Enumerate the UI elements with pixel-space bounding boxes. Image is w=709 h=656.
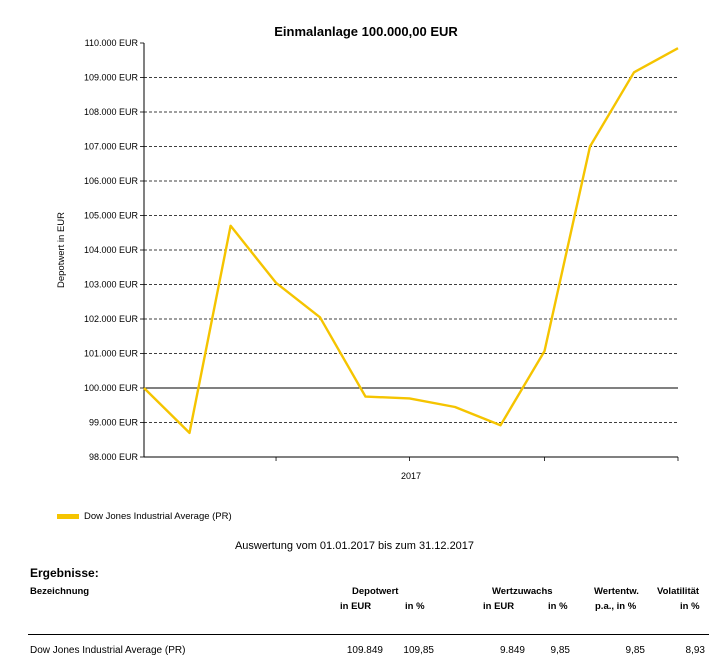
y-tick-label: 108.000 EUR: [84, 107, 139, 117]
col-header-wz-eur: in EUR: [483, 601, 515, 612]
row-wz-eur: 9.849: [499, 645, 525, 656]
col-header-depot-eur: in EUR: [340, 601, 372, 612]
evaluation-period: Auswertung vom 01.01.2017 bis zum 31.12.…: [234, 540, 475, 552]
y-tick-label: 100.000 EUR: [84, 383, 139, 393]
legend-label: Dow Jones Industrial Average (PR): [84, 511, 232, 522]
legend: Dow Jones Industrial Average (PR): [57, 511, 232, 522]
y-tick-label: 106.000 EUR: [84, 176, 139, 186]
series-layer: [143, 47, 679, 435]
col-header-wertzuwachs: Wertzuwachs: [492, 586, 553, 597]
row-vol: 8,93: [685, 645, 705, 656]
y-tick-label: 107.000 EUR: [84, 142, 139, 152]
row-depot-eur: 109.849: [346, 645, 383, 656]
y-tick-label: 101.000 EUR: [84, 349, 139, 359]
col-header-bezeichnung: Bezeichnung: [30, 586, 90, 597]
col-header-vol-sub: in %: [680, 601, 700, 612]
results-table: Bezeichnung Depotwert in EUR in % Wertzu…: [28, 586, 709, 656]
chart-title: Einmalanlage 100.000,00 EUR: [274, 24, 458, 39]
x-axis-ticks: 2017: [275, 457, 679, 481]
x-tick-label: 2017: [401, 471, 421, 481]
results-title: Ergebnisse:: [30, 566, 99, 580]
y-tick-label: 99.000 EUR: [89, 418, 139, 428]
col-header-depotwert: Depotwert: [352, 586, 399, 597]
line-chart: Einmalanlage 100.000,00 EUR 110.000 EUR1…: [56, 24, 679, 481]
row-depot-pct: 109,85: [403, 645, 434, 656]
y-tick-label: 110.000 EUR: [85, 38, 139, 48]
col-header-depot-pct: in %: [405, 601, 425, 612]
row-name: Dow Jones Industrial Average (PR): [30, 645, 186, 656]
table-divider: [28, 634, 709, 635]
y-axis-label: Depotwert in EUR: [56, 212, 67, 288]
y-tick-label: 105.000 EUR: [84, 211, 139, 221]
results-section: Ergebnisse: Bezeichnung Depotwert in EUR…: [28, 566, 709, 656]
col-header-wz-pct: in %: [548, 601, 568, 612]
y-tick-label: 98.000 EUR: [89, 452, 139, 462]
series-line: [143, 47, 679, 435]
col-header-wertentw: Wertentw.: [594, 586, 639, 597]
y-tick-label: 102.000 EUR: [84, 314, 139, 324]
col-header-volatilitaet: Volatilität: [657, 586, 700, 597]
legend-swatch: [57, 514, 79, 519]
row-wz-pct: 9,85: [550, 645, 570, 656]
grid-lines: [144, 77, 678, 423]
y-tick-label: 103.000 EUR: [84, 280, 139, 290]
row-wertentw: 9,85: [625, 645, 645, 656]
y-tick-label: 104.000 EUR: [84, 245, 139, 255]
col-header-wertentw-sub: p.a., in %: [595, 601, 637, 612]
y-tick-label: 109.000 EUR: [84, 73, 139, 83]
y-axis-ticks: 110.000 EUR 109.000 EUR 108.000 EUR 107.000…: [84, 38, 144, 462]
